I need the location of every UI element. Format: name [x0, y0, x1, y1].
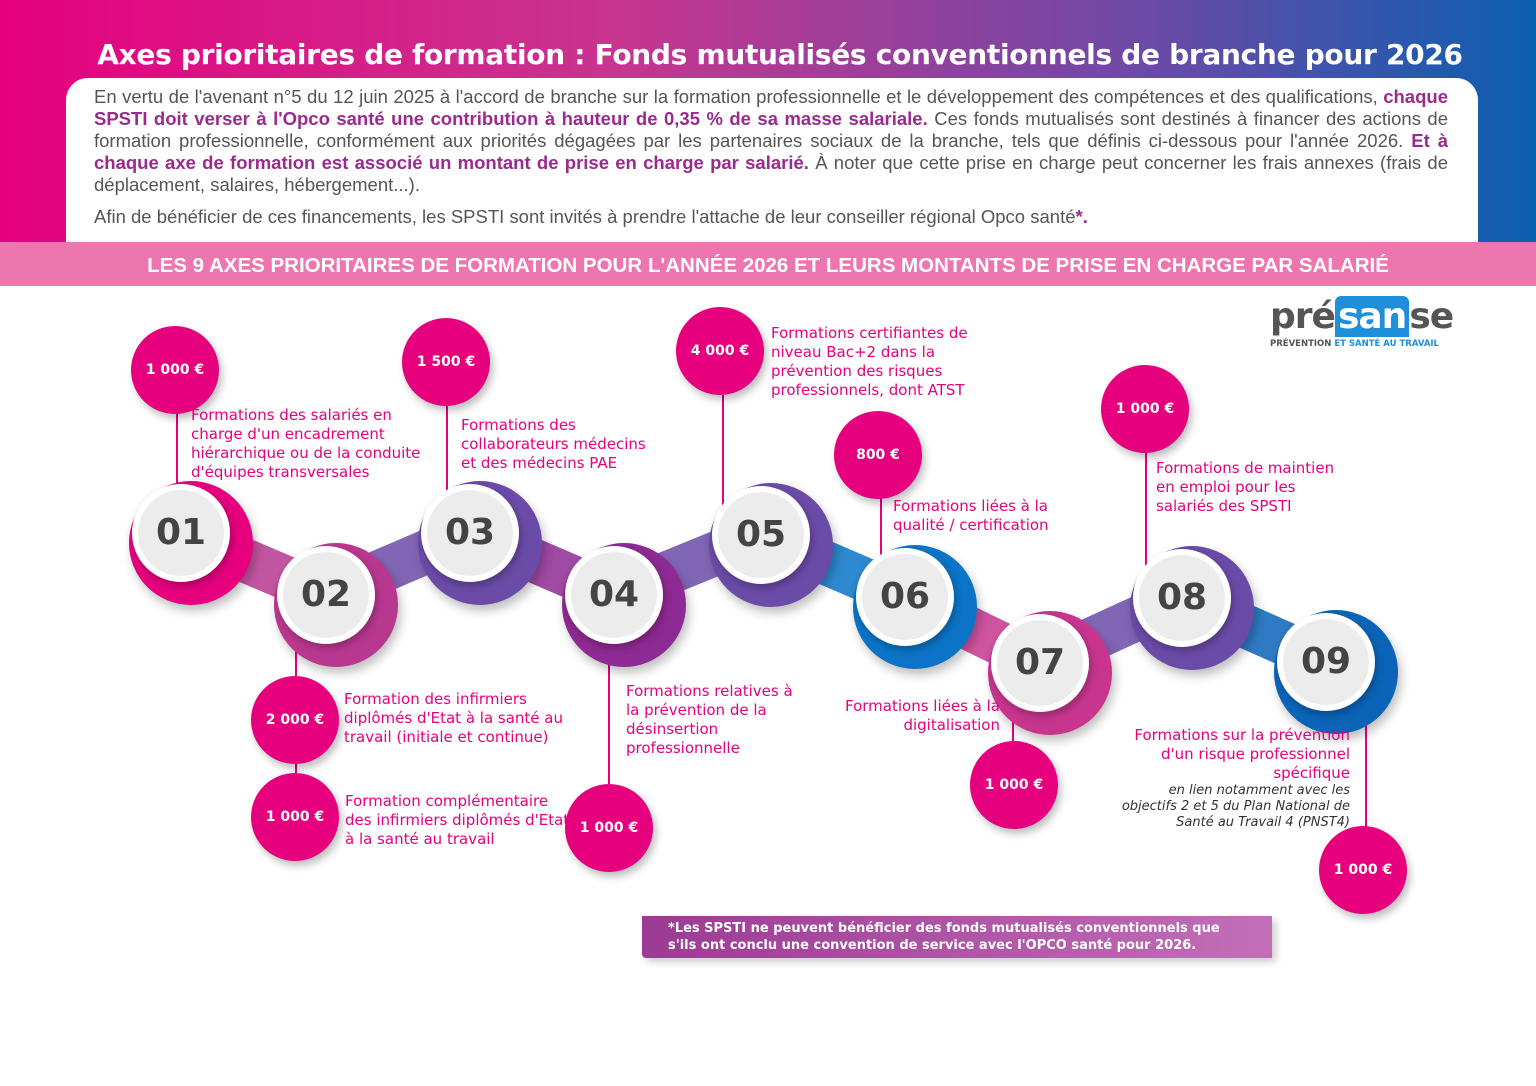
section-band: LES 9 AXES PRIORITAIRES DE FORMATION POU… [0, 242, 1536, 286]
footnote: *Les SPSTI ne peuvent bénéficier des fon… [642, 916, 1272, 958]
logo-text: san [1334, 296, 1410, 337]
intro-highlight: Et à chaque axe de formation est associé… [94, 130, 1448, 173]
axis-label: Formation complémentaire des infirmiers … [345, 792, 570, 848]
amount-bubble: 1 000 € [1319, 826, 1407, 914]
axis-label: Formations des salariés en charge d'un e… [191, 406, 421, 481]
connector-line [176, 410, 178, 490]
amount-bubble: 1 000 € [1101, 365, 1189, 453]
axis-label-note: en lien notamment avec les objectifs 2 e… [1121, 783, 1350, 830]
axis-number-05: 05 [718, 492, 804, 578]
amount-bubble: 2 000 € [251, 676, 339, 764]
logo-tagline: ET SANTÉ AU TRAVAIL [1331, 339, 1439, 349]
axis-label: Formations des collaborateurs médecins e… [461, 416, 646, 472]
connector-line [722, 395, 724, 517]
axis-number-02: 02 [283, 552, 369, 638]
axis-number-09: 09 [1283, 619, 1369, 705]
page-title: Axes prioritaires de formation : Fonds m… [97, 38, 1463, 71]
connector-line [1365, 700, 1367, 828]
amount-bubble: 1 000 € [970, 741, 1058, 829]
presanse-logo: présanse PRÉVENTION ET SANTÉ AU TRAVAIL [1270, 296, 1454, 349]
intro-paragraph: En vertu de l'avenant n°5 du 12 juin 202… [94, 86, 1448, 196]
amount-bubble: 4 000 € [676, 307, 764, 395]
connector-line [608, 650, 610, 790]
axis-label: Formation des infirmiers diplômés d'Etat… [344, 690, 564, 746]
intro-text: Ces fonds mutualisés sont destinés à fin… [94, 108, 1448, 151]
connector-line [295, 762, 297, 775]
amount-bubble: 1 500 € [402, 318, 490, 406]
connector-line [880, 498, 882, 562]
axis-label: Formations certifiantes de niveau Bac+2 … [771, 324, 968, 399]
intro-paragraph-2: Afin de bénéficier de ces financements, … [94, 206, 1448, 228]
amount-bubble: 1 000 € [131, 326, 219, 414]
axis-number-06: 06 [862, 554, 948, 640]
intro-text: En vertu de l'avenant n°5 du 12 juin 202… [94, 86, 1384, 107]
connector-line [1145, 452, 1147, 580]
amount-bubble: 1 000 € [251, 773, 339, 861]
axis-label: Formations liées à la qualité / certific… [893, 497, 1049, 534]
axis-number-03: 03 [427, 490, 513, 576]
logo-tagline: PRÉVENTION [1270, 339, 1332, 349]
logo-text: se [1409, 296, 1454, 337]
axis-number-01: 01 [138, 490, 224, 576]
intro-box: En vertu de l'avenant n°5 du 12 juin 202… [66, 78, 1478, 244]
axis-number-08: 08 [1139, 555, 1225, 641]
logo-text: pré [1270, 296, 1336, 337]
connector-line [295, 640, 297, 680]
axis-label: Formations relatives à la prévention de … [626, 682, 793, 757]
intro-highlight: chaque SPSTI doit verser à l'Opco santé … [94, 86, 1448, 129]
intro-text: Afin de bénéficier de ces financements, … [94, 206, 1076, 227]
axis-label: Formations sur la prévention d'un risque… [1110, 726, 1350, 831]
axis-number-07: 07 [997, 620, 1083, 706]
amount-bubble: 800 € [834, 411, 922, 499]
asterisk: *. [1075, 206, 1088, 227]
connector-line [446, 405, 448, 495]
intro-text: À noter que cette prise en charge peut c… [94, 152, 1449, 195]
axis-label: Formations de maintien en emploi pour le… [1156, 459, 1335, 515]
axis-label: Formations liées à la digitalisation [845, 697, 1000, 734]
amount-bubble: 1 000 € [565, 784, 653, 872]
axis-number-04: 04 [571, 552, 657, 638]
